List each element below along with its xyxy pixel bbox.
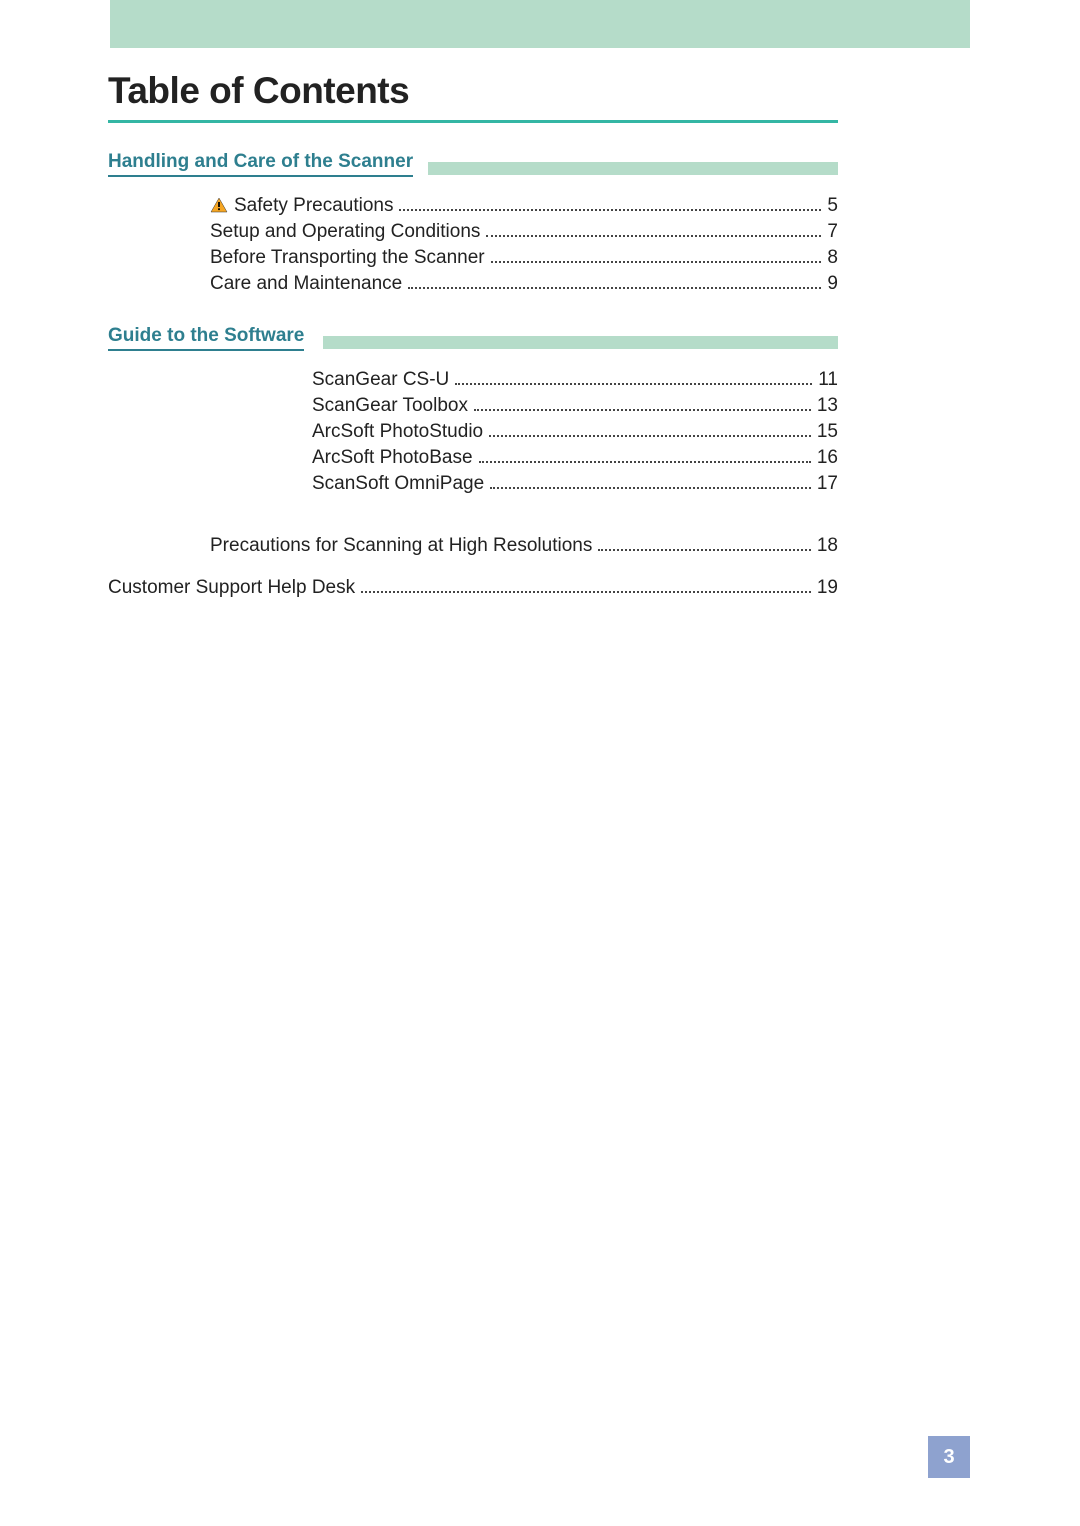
toc-entry[interactable]: Setup and Operating Conditions 7: [108, 221, 838, 243]
toc-entry-page: 5: [825, 195, 838, 217]
section-heading-wrap: Guide to the Software: [108, 325, 838, 351]
toc-entry[interactable]: ScanGear CS-U 11: [108, 369, 838, 391]
toc-leader-dots: [361, 591, 811, 593]
toc-entry-page: 13: [815, 395, 838, 417]
toc-entry[interactable]: ScanGear Toolbox 13: [108, 395, 838, 417]
toc-leader-dots: [489, 435, 811, 437]
toc-entry-label: ScanGear Toolbox: [312, 395, 468, 417]
section-heading[interactable]: Guide to the Software: [108, 325, 304, 351]
toc-entry-label: Customer Support Help Desk: [108, 577, 355, 599]
section-heading-band: [428, 162, 838, 175]
toc-entry-label: Care and Maintenance: [210, 273, 402, 295]
toc-entry-page: 7: [825, 221, 838, 243]
toc-entry-page: 18: [815, 535, 838, 557]
toc-entry-label: Precautions for Scanning at High Resolut…: [210, 535, 592, 557]
page-content: Table of Contents Handling and Care of t…: [108, 70, 848, 603]
toc-leader-dots: [455, 383, 812, 385]
toc-entry-page: 19: [815, 577, 838, 599]
toc-entry[interactable]: Safety Precautions 5: [108, 195, 838, 217]
toc-leader-dots: [598, 549, 811, 551]
toc-entry-label: Before Transporting the Scanner: [210, 247, 485, 269]
toc-entry[interactable]: ArcSoft PhotoStudio 15: [108, 421, 838, 443]
toc-section: Handling and Care of the Scanner Safety P…: [108, 151, 848, 295]
toc-leader-dots: [490, 487, 811, 489]
toc-entry-label: ScanSoft OmniPage: [312, 473, 484, 495]
toc-leader-dots: [474, 409, 811, 411]
toc-entry-page: 16: [815, 447, 838, 469]
toc-entry-label: ArcSoft PhotoStudio: [312, 421, 483, 443]
toc-leader-dots: [408, 287, 821, 289]
section-heading[interactable]: Handling and Care of the Scanner: [108, 151, 413, 177]
toc-entry[interactable]: ArcSoft PhotoBase 16: [108, 447, 838, 469]
toc-entry-label: Setup and Operating Conditions: [210, 221, 480, 243]
toc-leader-dots: [479, 461, 811, 463]
toc-entry-label: ArcSoft PhotoBase: [312, 447, 473, 469]
toc-entry[interactable]: Before Transporting the Scanner 8: [108, 247, 838, 269]
toc-entry-page: 8: [825, 247, 838, 269]
section-heading-band: [323, 336, 838, 349]
page-number: 3: [943, 1446, 954, 1469]
toc-leader-dots: [491, 261, 822, 263]
header-bar: [110, 0, 970, 48]
toc-entry-page: 17: [815, 473, 838, 495]
toc-entry-page: 15: [815, 421, 838, 443]
section-heading-wrap: Handling and Care of the Scanner: [108, 151, 838, 177]
toc-entry-page: 9: [825, 273, 838, 295]
warning-icon: [210, 197, 228, 213]
toc-leader-dots: [399, 209, 821, 211]
page-number-box: 3: [928, 1436, 970, 1478]
toc-leader-dots: [486, 235, 821, 237]
toc-entry-page: 11: [816, 369, 838, 391]
toc-section: Guide to the SoftwareScanGear CS-U11Scan…: [108, 325, 848, 495]
toc-entry[interactable]: Customer Support Help Desk 19: [108, 577, 838, 599]
toc-entry[interactable]: ScanSoft OmniPage 17: [108, 473, 838, 495]
toc-entry[interactable]: Precautions for Scanning at High Resolut…: [108, 535, 838, 557]
toc-body: Handling and Care of the Scanner Safety P…: [108, 151, 848, 599]
page-title: Table of Contents: [108, 70, 848, 114]
toc-entry-label: ScanGear CS-U: [312, 369, 449, 391]
toc-entry[interactable]: Care and Maintenance 9: [108, 273, 838, 295]
title-rule: [108, 120, 838, 123]
toc-entry-label: Safety Precautions: [234, 195, 393, 217]
